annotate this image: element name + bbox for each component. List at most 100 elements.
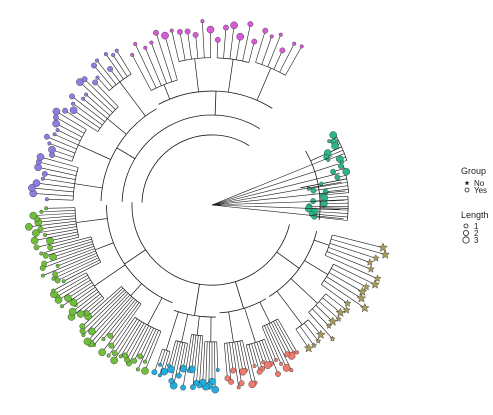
tree-tip-branch — [73, 109, 101, 129]
tree-tip-branch — [178, 342, 186, 376]
tree-tip-branch — [87, 286, 122, 317]
tree-tip-marker — [151, 369, 158, 376]
tree-tip-branch — [304, 322, 319, 342]
legend-group-no-marker — [464, 180, 470, 186]
tree-tip-marker — [153, 29, 159, 36]
tree-tip-branch — [53, 272, 87, 291]
tree-tip-branch — [54, 255, 98, 275]
tree-tip-marker — [44, 206, 49, 211]
tree-tip-branch — [86, 298, 105, 314]
tree-tip-marker — [88, 327, 96, 336]
tree-tip-branch — [159, 350, 168, 376]
tree-tip-branch — [326, 251, 371, 270]
tree-tip-marker — [137, 353, 144, 360]
tree-tip-marker — [166, 363, 171, 368]
tree-tip-branch — [326, 149, 344, 158]
tree-tip-marker — [55, 128, 60, 133]
tree-tip-marker — [51, 288, 56, 293]
tree-tip-marker — [342, 167, 351, 176]
tree-tip-marker — [40, 176, 45, 181]
tree-tip-branch — [255, 30, 266, 63]
tree-tip-marker — [53, 114, 59, 121]
tree-tip-marker — [44, 133, 50, 140]
tree-tip-branch — [120, 321, 142, 357]
tree-tip-marker — [76, 310, 85, 318]
tree-tip-branch — [91, 293, 129, 332]
legend-group-yes-marker — [464, 187, 470, 193]
tree-tip-branch — [261, 36, 272, 65]
tree-tip-marker — [335, 315, 342, 322]
tree-tip-marker — [69, 298, 78, 307]
tree-tip-marker — [357, 286, 368, 296]
tree-tip-branch — [61, 284, 94, 307]
tree-tip-branch — [182, 343, 188, 369]
tree-tip-marker — [71, 101, 76, 106]
tree-tip-marker — [60, 304, 65, 309]
tree-tip-marker — [168, 377, 175, 384]
tree-tip-marker — [230, 21, 238, 30]
tree-branch — [228, 311, 234, 343]
tree-tip-branch — [328, 153, 345, 161]
tree-tip-marker — [130, 52, 135, 57]
tree-tip-marker — [356, 293, 367, 303]
tree-tip-marker — [41, 170, 48, 177]
tree-tip-branch — [154, 348, 163, 373]
tree-tip-branch — [231, 342, 239, 388]
tree-tip-marker — [192, 32, 199, 38]
tree-tip-branch — [192, 335, 199, 388]
tree-backbone-arc — [131, 202, 290, 286]
tree-tip-branch — [114, 318, 138, 354]
tree-clade-arc — [100, 108, 157, 202]
tree-branch — [74, 183, 103, 189]
tree-subclade-arc — [308, 293, 326, 313]
tree-tip-branch — [38, 166, 77, 176]
tree-tip-marker — [279, 361, 284, 366]
tree-branch — [78, 144, 111, 160]
tree-tip-branch — [103, 299, 136, 340]
tree-tip-marker — [248, 380, 257, 389]
tree-branch — [95, 242, 114, 251]
tree-root-fan-line — [211, 200, 345, 206]
tree-tip-marker — [33, 244, 40, 251]
tree-branch — [163, 84, 171, 100]
tree-tip-branch — [116, 50, 132, 75]
tree-tip-marker — [44, 197, 49, 202]
tree-tip-marker — [28, 184, 36, 192]
tree-tip-branch — [93, 297, 134, 346]
tree-branch — [94, 264, 126, 287]
tree-tip-branch — [308, 319, 322, 335]
tree-branch — [276, 290, 303, 325]
tree-tip-branch — [308, 312, 333, 340]
tree-tip-branch — [264, 325, 282, 364]
tree-tip-marker — [319, 181, 324, 186]
tree-tip-branch — [312, 308, 330, 327]
tree-branch — [76, 218, 108, 223]
tree-tip-branch — [64, 110, 98, 132]
tree-tip-marker — [64, 294, 72, 302]
tree-tip-marker — [365, 258, 374, 266]
tree-tip-branch — [331, 268, 367, 288]
tree-tip-marker — [228, 378, 235, 385]
tree-tip-branch — [267, 34, 282, 67]
tree-tip-branch — [202, 341, 206, 383]
tree-tip-marker — [29, 211, 38, 220]
tree-tip-marker — [81, 96, 86, 101]
tree-tip-branch — [314, 211, 348, 214]
tree-tip-branch — [224, 343, 228, 379]
tree-tip-branch — [196, 335, 201, 383]
tree-tip-marker — [251, 38, 258, 45]
tree-tip-branch — [58, 279, 91, 301]
tree-tip-branch — [159, 349, 166, 365]
tree-tip-marker — [193, 379, 200, 386]
tree-tip-branch — [94, 82, 119, 108]
tree-tip-branch — [173, 342, 184, 386]
tree-tip-marker — [230, 367, 237, 374]
tree-tip-marker — [186, 368, 191, 373]
tree-branch — [256, 67, 272, 101]
tree-root-fan-line — [211, 190, 346, 206]
tree-tip-marker — [69, 93, 75, 100]
tree-tip-branch — [83, 291, 127, 336]
tree-clade-arc — [305, 150, 321, 221]
tree-tip-branch — [108, 317, 136, 356]
